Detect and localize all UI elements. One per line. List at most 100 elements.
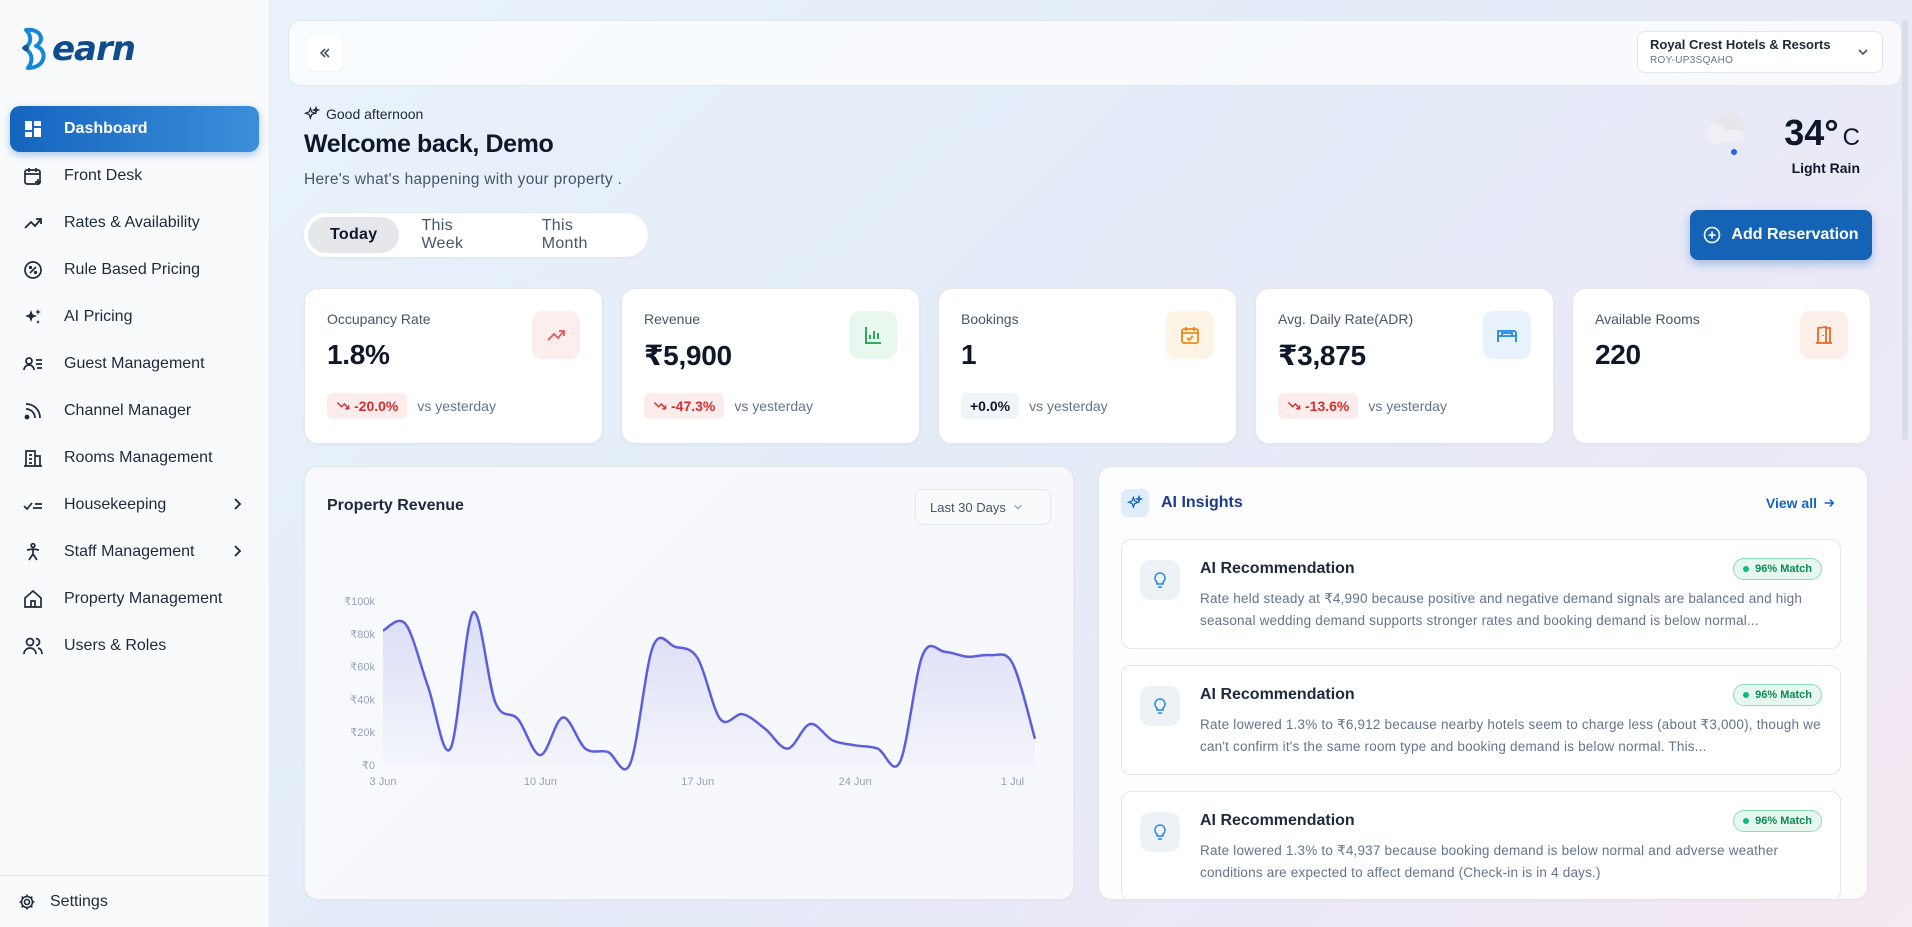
revenue-point[interactable]: [804, 718, 816, 730]
revenue-point[interactable]: [557, 711, 569, 723]
sidebar-item-property-management[interactable]: Property Management: [10, 576, 259, 622]
revenue-point[interactable]: [647, 641, 659, 653]
calendar-check-icon: [1166, 311, 1214, 359]
y-tick-label: ₹60k: [350, 662, 375, 674]
collapse-sidebar-button[interactable]: [307, 35, 343, 71]
sidebar-item-guest-management[interactable]: Guest Management: [10, 341, 259, 387]
main-content: Royal Crest Hotels & Resorts ROY-UP3SQAH…: [270, 0, 1912, 927]
revenue-point[interactable]: [1029, 733, 1041, 745]
greeting: Good afternoon: [304, 106, 423, 122]
temperature-unit: C: [1842, 124, 1860, 151]
delta-value: -47.3%: [671, 398, 716, 414]
add-reservation-button[interactable]: Add Reservation: [1690, 210, 1872, 260]
revenue-point[interactable]: [579, 743, 591, 755]
match-badge: 96% Match: [1733, 558, 1822, 580]
temperature-value: 34°: [1784, 112, 1839, 153]
kpi-card-revenue[interactable]: Revenue ₹5,900 -47.3% vs yesterday: [621, 288, 920, 444]
revenue-point[interactable]: [489, 697, 501, 709]
sidebar-item-rule-based-pricing[interactable]: Rule Based Pricing: [10, 247, 259, 293]
revenue-point[interactable]: [939, 646, 951, 658]
tab-this-week[interactable]: This Week: [421, 217, 464, 252]
revenue-point[interactable]: [534, 749, 546, 761]
calendar-plus-icon: [22, 165, 44, 187]
kpi-card-bookings[interactable]: Bookings 1 +0.0% vs yesterday: [938, 288, 1237, 444]
revenue-point[interactable]: [377, 625, 389, 637]
revenue-point[interactable]: [894, 756, 906, 768]
settings-link[interactable]: Settings: [0, 875, 270, 927]
sidebar-item-rates-availability[interactable]: Rates & Availability: [10, 200, 259, 246]
tab-today[interactable]: Today: [308, 217, 400, 253]
sidebar-item-users-roles[interactable]: Users & Roles: [10, 623, 259, 669]
brand-logo[interactable]: earn: [0, 0, 269, 98]
sidebar-item-channel-manager[interactable]: Channel Manager: [10, 388, 259, 434]
revenue-point[interactable]: [444, 743, 456, 755]
y-tick-label: ₹100k: [344, 596, 375, 608]
kpi-card-adr[interactable]: Avg. Daily Rate(ADR) ₹3,875 -13.6% vs ye…: [1255, 288, 1554, 444]
tab-this-month[interactable]: This Month: [541, 217, 588, 252]
revenue-chart: ₹0 ₹20k ₹40k ₹60k ₹80k ₹100k 3 Jun 10 Jun 17 Jun…: [344, 596, 1041, 788]
date-range-tabs: Today This Week This Month: [304, 213, 648, 257]
revenue-point[interactable]: [602, 746, 614, 758]
insight-card[interactable]: AI Recommendation 96% Match Rate held st…: [1121, 539, 1841, 649]
kpi-value: 220: [1595, 339, 1641, 370]
delta-badge: -47.3%: [644, 393, 725, 419]
revenue-point[interactable]: [714, 713, 726, 725]
kpi-card-available-rooms[interactable]: Available Rooms 220: [1572, 288, 1871, 444]
revenue-point[interactable]: [624, 757, 636, 769]
kpi-card-occupancy[interactable]: Occupancy Rate 1.8% -20.0% vs yesterday: [304, 288, 603, 444]
view-all-link[interactable]: View all: [1766, 495, 1835, 511]
revenue-point[interactable]: [849, 739, 861, 751]
revenue-point[interactable]: [1007, 657, 1019, 669]
revenue-point[interactable]: [467, 606, 479, 618]
sidebar-item-label: AI Pricing: [64, 308, 133, 325]
revenue-point[interactable]: [422, 680, 434, 692]
insight-title: AI Recommendation: [1200, 560, 1355, 577]
chart-title: Property Revenue: [327, 497, 464, 514]
delta-badge: +0.0%: [961, 393, 1020, 419]
sidebar-item-label: Rooms Management: [64, 449, 213, 466]
plus-circle-icon: [1704, 226, 1721, 244]
revenue-point[interactable]: [872, 743, 884, 755]
revenue-point[interactable]: [512, 713, 524, 725]
insight-card[interactable]: AI Recommendation 96% Match Rate lowered…: [1121, 791, 1841, 899]
insight-card[interactable]: AI Recommendation 96% Match Rate lowered…: [1121, 665, 1841, 775]
sidebar-item-label: Property Management: [64, 590, 223, 607]
match-value: 96% Match: [1755, 563, 1812, 575]
property-selector[interactable]: Royal Crest Hotels & Resorts ROY-UP3SQAH…: [1637, 31, 1883, 73]
match-value: 96% Match: [1755, 815, 1812, 827]
insights-header: AI Insights: [1121, 489, 1243, 517]
revenue-point[interactable]: [692, 652, 704, 664]
revenue-point[interactable]: [399, 618, 411, 630]
revenue-point[interactable]: [984, 649, 996, 661]
greeting-text: Good afternoon: [326, 106, 424, 122]
trending-down-icon: [336, 402, 350, 410]
sidebar-item-label: Guest Management: [64, 355, 205, 372]
x-tick-label: 1 Jul: [1001, 776, 1024, 788]
revenue-point[interactable]: [759, 723, 771, 735]
kpi-label: Occupancy Rate: [327, 311, 431, 327]
revenue-point[interactable]: [917, 649, 929, 661]
chevron-down-icon: [1858, 49, 1868, 56]
y-tick-label: ₹0: [362, 760, 375, 772]
sidebar-item-label: Rates & Availability: [64, 214, 200, 231]
revenue-point[interactable]: [827, 734, 839, 746]
revenue-point[interactable]: [962, 651, 974, 663]
lightbulb-icon: [1140, 560, 1180, 600]
sidebar-item-housekeeping[interactable]: Housekeeping: [10, 482, 259, 528]
revenue-point[interactable]: [669, 641, 681, 653]
revenue-point[interactable]: [737, 708, 749, 720]
settings-label: Settings: [50, 892, 108, 910]
sparkles-icon: [1121, 489, 1149, 517]
chart-range-select[interactable]: Last 30 Days: [915, 489, 1051, 525]
match-badge: 96% Match: [1733, 810, 1822, 832]
sidebar-item-ai-pricing[interactable]: AI Pricing: [10, 294, 259, 340]
sidebar-item-dashboard[interactable]: Dashboard: [10, 106, 259, 152]
sidebar-item-front-desk[interactable]: Front Desk: [10, 153, 259, 199]
sidebar-item-staff-management[interactable]: Staff Management: [10, 529, 259, 575]
kpi-label: Revenue: [644, 311, 701, 327]
revenue-point[interactable]: [782, 743, 794, 755]
sidebar-item-rooms-management[interactable]: Rooms Management: [10, 435, 259, 481]
page-scrollbar[interactable]: [1902, 20, 1908, 440]
door-icon: [1800, 311, 1848, 359]
weather-condition: Light Rain: [1791, 160, 1860, 176]
